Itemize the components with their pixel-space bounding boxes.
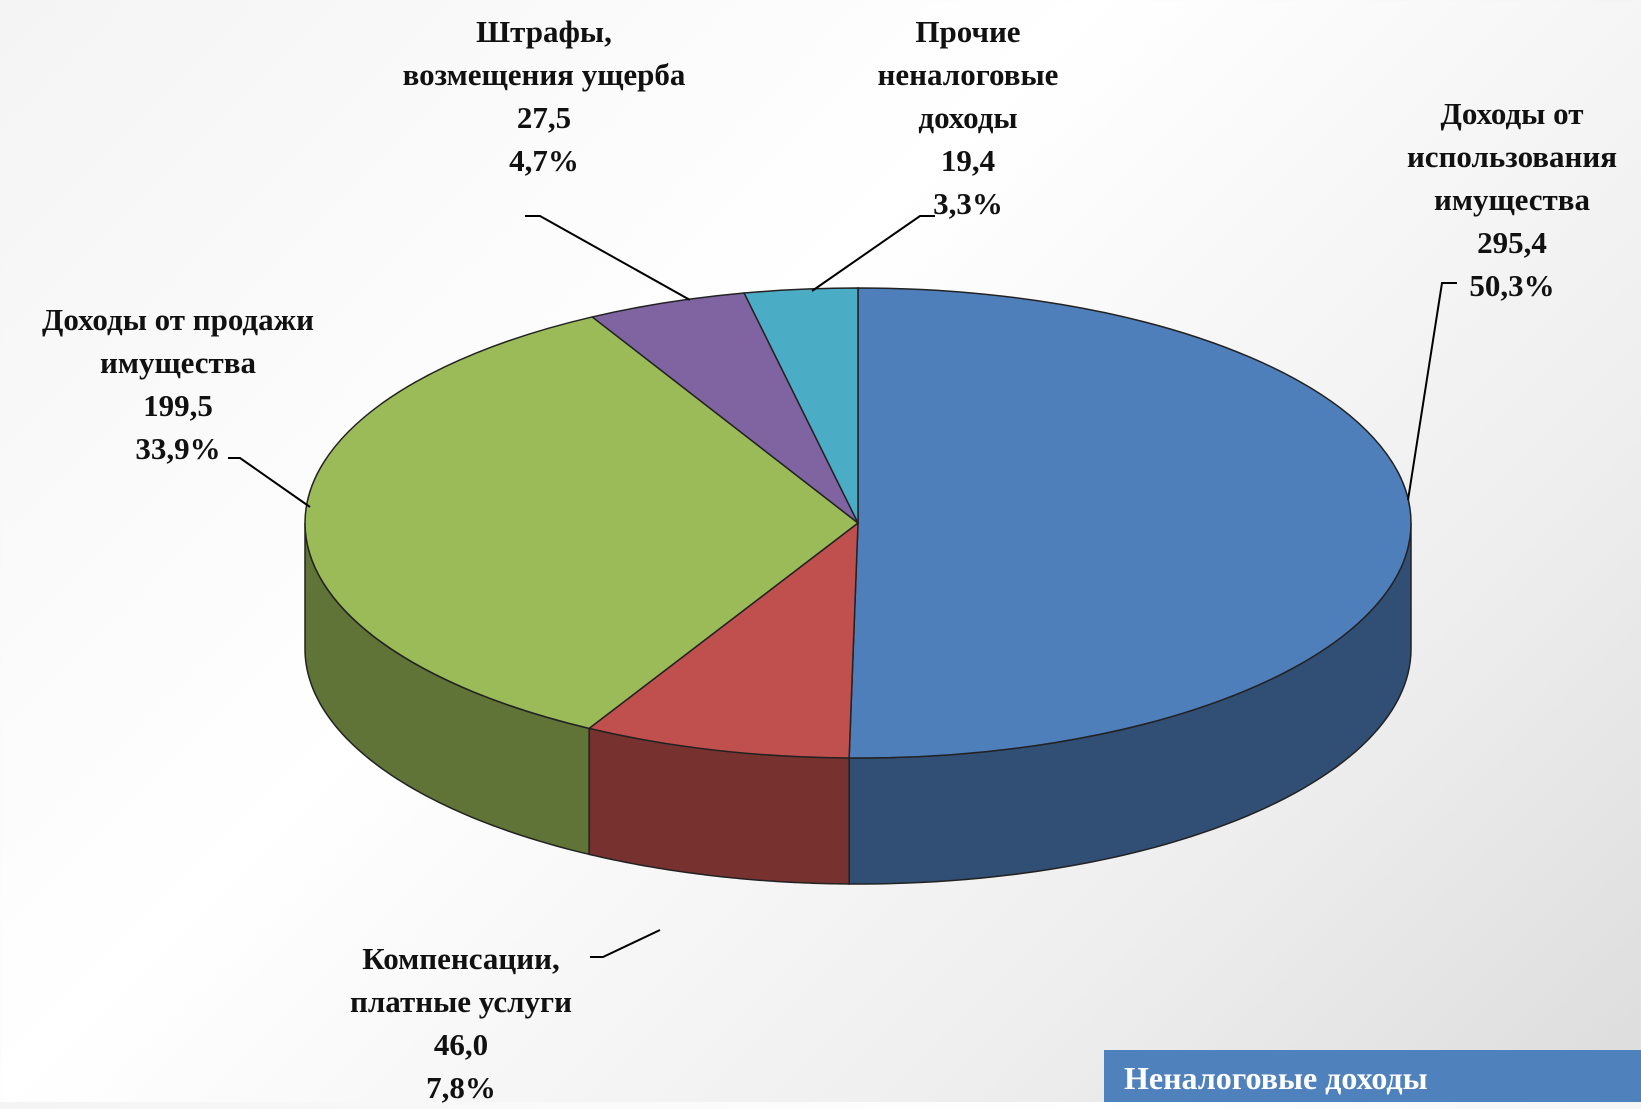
value-label: 19,4 — [878, 139, 1059, 182]
leader-line — [525, 216, 690, 300]
page: Доходы от использования имущества295,450… — [0, 0, 1641, 1102]
value-label: 27,5 — [403, 96, 686, 139]
category-label: Компенсации, платные услуги — [350, 937, 572, 1023]
leader-line — [1408, 283, 1457, 500]
share-label: 50,3% — [1407, 264, 1617, 307]
share-label: 3,3% — [878, 182, 1059, 225]
share-label: 7,8% — [350, 1066, 572, 1109]
chart — [0, 0, 1641, 1102]
category-label: Штрафы, возмещения ущерба — [403, 10, 686, 96]
share-label: 33,9% — [42, 427, 314, 470]
value-label: 295,4 — [1407, 221, 1617, 264]
category-label: Прочие неналоговые доходы — [878, 10, 1059, 139]
leader-line — [590, 930, 660, 957]
share-label: 4,7% — [403, 139, 686, 182]
category-label: Доходы от использования имущества — [1407, 92, 1617, 221]
chart-title: Неналоговые доходы — [1104, 1050, 1641, 1102]
value-label: 199,5 — [42, 384, 314, 427]
value-label: 46,0 — [350, 1023, 572, 1066]
category-label: Доходы от продажи имущества — [42, 298, 314, 384]
leader-line — [812, 216, 935, 291]
